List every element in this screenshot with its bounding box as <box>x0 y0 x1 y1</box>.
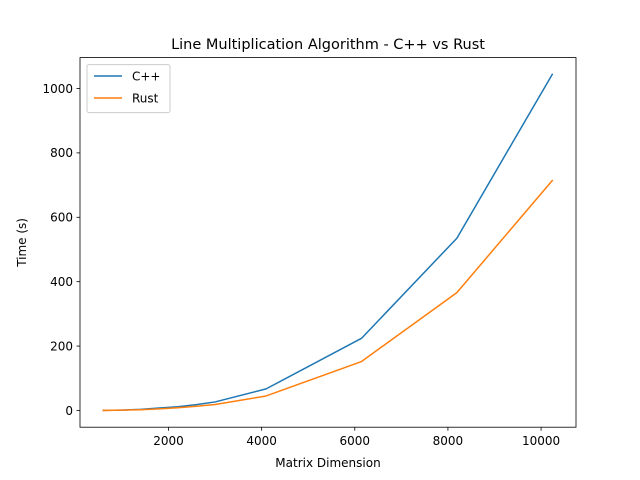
chart-title: Line Multiplication Algorithm - C++ vs R… <box>171 37 485 53</box>
x-tick-label: 8000 <box>433 434 464 448</box>
legend: C++ Rust <box>86 64 171 114</box>
y-tick-label: 400 <box>50 275 73 289</box>
series-layer <box>102 73 554 412</box>
x-tick-label: 6000 <box>340 434 371 448</box>
series-line-1 <box>102 179 554 412</box>
axes-frame <box>79 57 577 428</box>
y-tick-label: 1000 <box>42 82 73 96</box>
y-tick-label: 200 <box>50 339 73 353</box>
x-axis-label: Matrix Dimension <box>275 456 380 470</box>
legend-label-0: C++ <box>132 69 161 83</box>
x-tick-label: 10000 <box>522 434 560 448</box>
plot-area <box>79 57 577 428</box>
y-tick-label: 800 <box>50 146 73 160</box>
x-tick-label: 4000 <box>246 434 277 448</box>
x-tick-label: 2000 <box>153 434 184 448</box>
y-axis-label: Time (s) <box>15 218 29 268</box>
legend-label-1: Rust <box>132 91 159 105</box>
y-tick-label: 0 <box>65 404 73 418</box>
y-axis-ticks: 0 200 400 600 800 1000 <box>42 82 80 418</box>
y-tick-label: 600 <box>50 211 73 225</box>
x-axis-ticks: 2000 4000 6000 8000 10000 <box>153 427 560 448</box>
